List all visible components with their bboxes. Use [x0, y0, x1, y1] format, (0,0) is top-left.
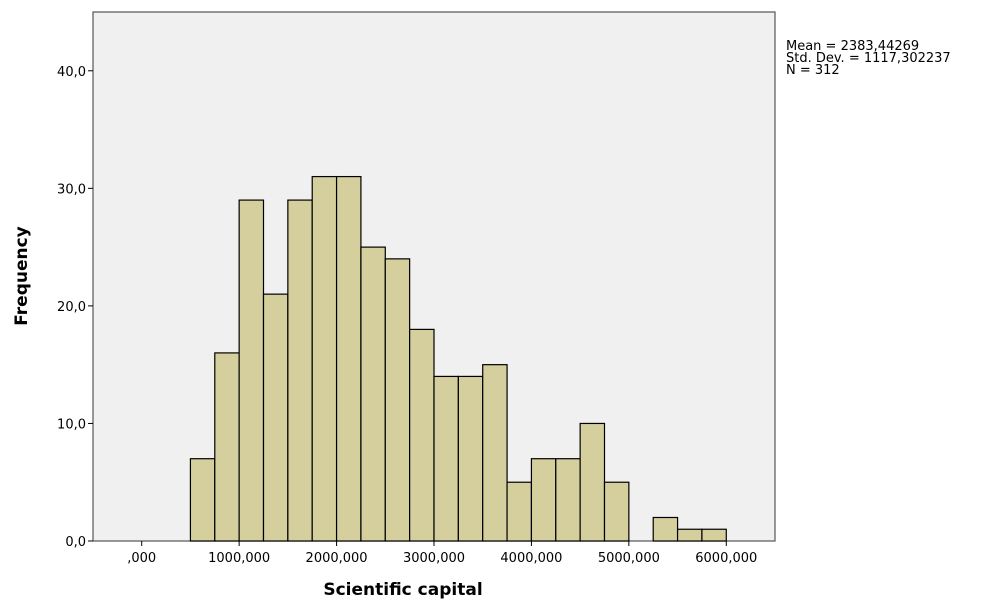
histogram-bar: [189, 458, 216, 542]
histogram-bar: [287, 199, 313, 542]
x-axis: ,000 1000,000 2000,000 3000,000 4000,000 5000…: [127, 541, 757, 566]
x-tick-label: 4000,000: [500, 551, 562, 566]
histogram-bar: [555, 458, 581, 542]
y-tick-label: 40,0: [57, 65, 86, 80]
y-tick-label: 20,0: [57, 300, 86, 315]
histogram-bar: [652, 516, 679, 542]
y-tick-label: 10,0: [57, 417, 86, 432]
histogram-bar: [384, 258, 411, 542]
bars-group: [189, 175, 727, 542]
x-tick-label: 1000,000: [208, 551, 270, 566]
histogram-bar: [676, 528, 703, 542]
histogram-bar: [603, 481, 630, 542]
stats-mean: Mean = 2383,44269: [786, 39, 919, 54]
y-axis-title: Frequency: [12, 226, 32, 326]
x-tick-label: ,000: [127, 551, 156, 566]
histogram-bar: [214, 352, 240, 542]
histogram-bar: [579, 422, 606, 542]
stats-n: N = 312: [786, 63, 840, 78]
x-tick-label: 5000,000: [598, 551, 660, 566]
y-tick-label: 30,0: [57, 182, 86, 197]
stats-std-dev: Std. Dev. = 1117,302237: [786, 51, 951, 66]
histogram-bar: [335, 175, 362, 542]
histogram-bar: [506, 481, 533, 542]
y-tick-label: 0,0: [65, 535, 86, 550]
histogram-bar: [409, 328, 435, 542]
histogram-bar: [701, 528, 727, 542]
histogram-bar: [482, 364, 508, 542]
histogram-bar: [360, 246, 386, 542]
histogram-bar: [238, 199, 265, 542]
histogram-bar: [457, 375, 484, 542]
histogram-bar: [530, 458, 557, 542]
histogram-bar: [311, 175, 338, 542]
x-axis-title: Scientific capital: [323, 580, 482, 600]
y-axis: 0,0 10,0 20,0 30,0 40,0: [57, 65, 93, 550]
histogram-bar: [262, 293, 289, 542]
x-tick-label: 3000,000: [403, 551, 465, 566]
x-tick-label: 6000,000: [695, 551, 757, 566]
histogram-bar: [433, 375, 459, 542]
x-tick-label: 2000,000: [306, 551, 368, 566]
